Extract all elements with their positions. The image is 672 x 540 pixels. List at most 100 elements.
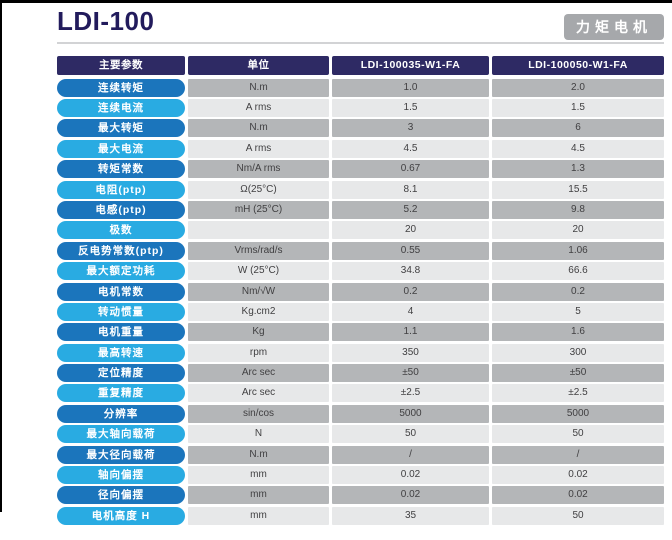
value-cell-model-2: 0.02 [492,466,664,485]
table-row: 分辨率 sin/cos 5000 5000 [57,404,664,423]
value-cell-model-2: 1.06 [492,241,664,260]
table-row: 电机常数 Nm/√W 0.2 0.2 [57,282,664,301]
value-cell-model-1: 1.0 [332,78,489,97]
unit-cell: W (25°C) [188,262,329,281]
value-cell-model-1: 0.02 [332,466,489,485]
unit-cell: Nm/√W [188,282,329,301]
value-cell-model-1: ±2.5 [332,384,489,403]
table-row: 电阻(ptp) Ω(25°C) 8.1 15.5 [57,180,664,199]
header-cell-model-2: LDI-100050-W1-FA [492,56,664,75]
param-pill: 轴向偏摆 [57,466,185,485]
param-pill: 极数 [57,221,185,240]
value-cell-model-2: 50 [492,425,664,444]
table-row: 径向偏摆 mm 0.02 0.02 [57,486,664,505]
param-pill: 电机常数 [57,282,185,301]
unit-cell [188,221,329,240]
unit-cell: Nm/A rms [188,160,329,179]
value-cell-model-2: 0.2 [492,282,664,301]
page-title: LDI-100 [57,6,155,36]
value-cell-model-1: 0.02 [332,486,489,505]
value-cell-model-2: 9.8 [492,200,664,219]
table-row: 极数 20 20 [57,221,664,240]
value-cell-model-2: / [492,445,664,464]
table-row: 反电势常数(ptp) Vrms/rad/s 0.55 1.06 [57,241,664,260]
value-cell-model-2: 1.3 [492,160,664,179]
value-cell-model-1: 5000 [332,404,489,423]
value-cell-model-2: 300 [492,343,664,362]
param-pill: 最大电流 [57,139,185,158]
table-row: 定位精度 Arc sec ±50 ±50 [57,364,664,383]
unit-cell: mm [188,486,329,505]
unit-cell: A rms [188,98,329,117]
value-cell-model-2: 5000 [492,404,664,423]
unit-cell: N.m [188,78,329,97]
value-cell-model-2: ±50 [492,364,664,383]
param-pill: 转动惯量 [57,302,185,321]
value-cell-model-2: 6 [492,119,664,138]
table-row: 最高转速 rpm 350 300 [57,343,664,362]
param-pill: 电感(ptp) [57,200,185,219]
unit-cell: Arc sec [188,384,329,403]
value-cell-model-2: 2.0 [492,78,664,97]
title-divider [57,42,664,44]
header-cell-unit: 单位 [188,56,329,75]
value-cell-model-1: 8.1 [332,180,489,199]
unit-cell: Kg.cm2 [188,302,329,321]
table-row: 最大轴向载荷 N 50 50 [57,425,664,444]
value-cell-model-2: 5 [492,302,664,321]
value-cell-model-1: 4.5 [332,139,489,158]
table-rows: 连续转矩 N.m 1.0 2.0 连续电流 A rms 1.5 1.5 最大转矩 N.m 3 6 最大电… [57,78,664,525]
page-top-border [0,0,672,3]
value-cell-model-1: 3 [332,119,489,138]
param-pill: 电机重量 [57,323,185,342]
unit-cell: A rms [188,139,329,158]
param-pill: 最大轴向载荷 [57,425,185,444]
table-row: 连续转矩 N.m 1.0 2.0 [57,78,664,97]
value-cell-model-1: 4 [332,302,489,321]
page-left-border [0,0,2,512]
table-row: 电机重量 Kg 1.1 1.6 [57,323,664,342]
value-cell-model-2: 1.5 [492,98,664,117]
value-cell-model-1: 1.5 [332,98,489,117]
unit-cell: mm [188,506,329,525]
param-pill: 连续转矩 [57,78,185,97]
unit-cell: Kg [188,323,329,342]
param-pill: 分辨率 [57,404,185,423]
param-pill: 最大额定功耗 [57,262,185,281]
unit-cell: sin/cos [188,404,329,423]
value-cell-model-2: 0.02 [492,486,664,505]
table-row: 电感(ptp) mH (25°C) 5.2 9.8 [57,200,664,219]
value-cell-model-2: 50 [492,506,664,525]
unit-cell: N.m [188,119,329,138]
value-cell-model-1: ±50 [332,364,489,383]
value-cell-model-1: 350 [332,343,489,362]
header-cell-model-1: LDI-100035-W1-FA [332,56,489,75]
unit-cell: Vrms/rad/s [188,241,329,260]
unit-cell: Arc sec [188,364,329,383]
value-cell-model-1: 1.1 [332,323,489,342]
table-row: 转动惯量 Kg.cm2 4 5 [57,302,664,321]
table-row: 最大径向载荷 N.m / / [57,445,664,464]
value-cell-model-2: 1.6 [492,323,664,342]
param-pill: 重复精度 [57,384,185,403]
value-cell-model-2: 20 [492,221,664,240]
unit-cell: Ω(25°C) [188,180,329,199]
product-type-badge: 力矩电机 [564,14,664,40]
value-cell-model-1: 0.55 [332,241,489,260]
table-row: 轴向偏摆 mm 0.02 0.02 [57,466,664,485]
unit-cell: rpm [188,343,329,362]
param-pill: 最大径向载荷 [57,445,185,464]
param-pill: 最高转速 [57,343,185,362]
param-pill: 最大转矩 [57,119,185,138]
value-cell-model-1: 34.8 [332,262,489,281]
value-cell-model-1: 50 [332,425,489,444]
value-cell-model-1: 20 [332,221,489,240]
param-pill: 定位精度 [57,364,185,383]
value-cell-model-2: ±2.5 [492,384,664,403]
value-cell-model-1: / [332,445,489,464]
unit-cell: N [188,425,329,444]
table-row: 最大转矩 N.m 3 6 [57,119,664,138]
value-cell-model-2: 66.6 [492,262,664,281]
